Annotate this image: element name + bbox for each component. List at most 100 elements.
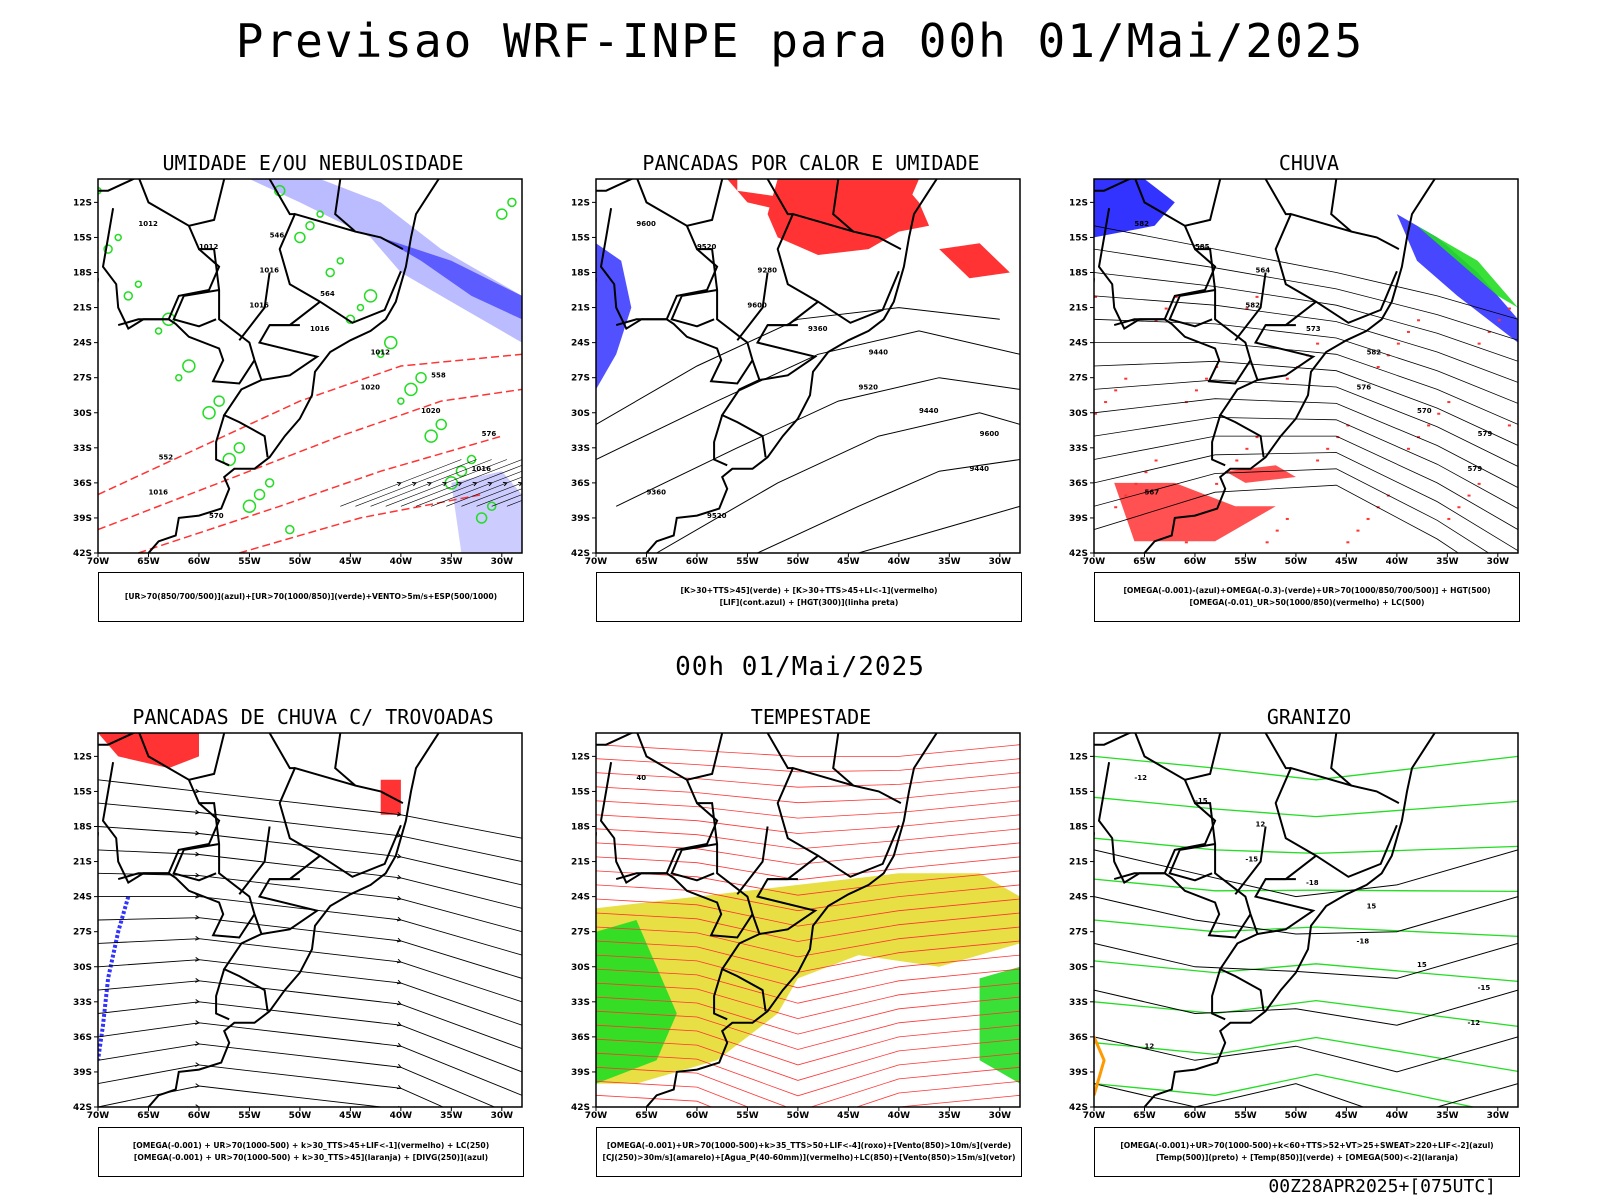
lat-label: 21S: [73, 858, 92, 868]
lon-label: 55W: [736, 557, 759, 567]
lat-label: 39S: [1069, 514, 1088, 524]
contour-label: -15: [1195, 797, 1208, 805]
legend-line: [OMEGA(-0.001) + UR>70(1000-500) + k>30_…: [133, 1153, 489, 1162]
lat-label: 21S: [1069, 304, 1088, 314]
lat-label: 12S: [571, 752, 590, 762]
lon-label: 30W: [989, 557, 1012, 567]
lat-label: 18S: [571, 269, 590, 279]
panel-title: TEMPESTADE: [750, 705, 872, 729]
lat-label: 15S: [1069, 787, 1088, 797]
legend-line: [K>30+TTS>45](verde) + [K>30+TTS>45+LI<-…: [680, 586, 938, 595]
contour-label: 1016: [472, 465, 492, 473]
lat-label: 42S: [1069, 1103, 1088, 1113]
lon-label: 50W: [1285, 557, 1308, 567]
lon-label: 35W: [1436, 557, 1459, 567]
lon-label: 55W: [1234, 557, 1257, 567]
lon-label: 35W: [938, 557, 961, 567]
lat-label: 18S: [73, 269, 92, 279]
lon-label: 50W: [787, 557, 810, 567]
lat-label: 42S: [73, 549, 92, 559]
contour-label: 573: [1306, 325, 1321, 333]
lon-label: 70W: [585, 557, 608, 567]
contour-label: 564: [320, 290, 335, 298]
contour-label: 1016: [249, 302, 269, 310]
lon-label: 30W: [491, 1111, 514, 1121]
legend-line: [OMEGA(-0.001)+UR>70(1000-500)+k<60+TTS>…: [1120, 1141, 1494, 1150]
lat-label: 30S: [571, 963, 590, 973]
lon-label: 65W: [635, 557, 658, 567]
lat-label: 24S: [73, 339, 92, 349]
contour-label: 567: [1144, 489, 1159, 497]
lat-label: 27S: [73, 928, 92, 938]
lat-label: 39S: [571, 1068, 590, 1078]
legend-line: [OMEGA(-0.001)-(azul)+OMEGA(-0.3)-(verde…: [1123, 586, 1491, 595]
lat-label: 18S: [571, 823, 590, 833]
lat-label: 24S: [73, 893, 92, 903]
lat-label: 36S: [571, 479, 590, 489]
legend-line: [UR>70(850/700/500)](azul)+[UR>70(1000/8…: [124, 592, 498, 601]
contour-label: 12: [1256, 821, 1266, 829]
contour-label: 9520: [858, 383, 878, 391]
lon-label: 60W: [686, 557, 709, 567]
contour-label: 40: [636, 774, 646, 782]
forecast-time-title: 00h 01/Mai/2025: [675, 652, 925, 682]
contour-label: 579: [1468, 465, 1483, 473]
lon-label: 40W: [888, 1111, 911, 1121]
panel-title: PANCADAS DE CHUVA C/ TROVOADAS: [132, 705, 494, 729]
contour-label: 576: [482, 430, 497, 438]
panel-title: CHUVA: [1278, 151, 1340, 175]
contour-label: 9360: [808, 325, 828, 333]
legend-line: [OMEGA(-0.001) + UR>70(1000-500) + k>30_…: [132, 1141, 490, 1150]
lon-label: 45W: [1335, 557, 1358, 567]
contour-label: 1012: [138, 220, 158, 228]
lat-label: 15S: [571, 233, 590, 243]
legend-line: [LIF](cont.azul) + [HGT(300)](linha pret…: [719, 598, 899, 607]
lon-label: 40W: [1386, 557, 1409, 567]
contour-label: 558: [431, 372, 446, 380]
lon-label: 35W: [1436, 1111, 1459, 1121]
lon-label: 50W: [289, 1111, 312, 1121]
lon-label: 65W: [1133, 557, 1156, 567]
panel-title: PANCADAS POR CALOR E UMIDADE: [642, 151, 980, 175]
lon-label: 65W: [635, 1111, 658, 1121]
contour-label: 564: [1256, 267, 1271, 275]
lon-label: 45W: [837, 557, 860, 567]
contour-label: 15: [1417, 961, 1427, 969]
contour-label: 9440: [869, 348, 889, 356]
contour-label: 9360: [646, 489, 666, 497]
lat-label: 30S: [1069, 963, 1088, 973]
run-timestamp: 00Z28APR2025+[075UTC]: [1268, 1176, 1496, 1197]
lat-label: 36S: [73, 479, 92, 489]
contour-label: -18: [1306, 879, 1319, 887]
contour-label: 1020: [421, 407, 441, 415]
contour-label: 15: [1367, 902, 1377, 910]
lat-label: 33S: [571, 998, 590, 1008]
lon-label: 60W: [686, 1111, 709, 1121]
lon-label: 70W: [585, 1111, 608, 1121]
contour-label: 12: [1144, 1043, 1154, 1051]
contour-label: 585: [1195, 243, 1210, 251]
lat-label: 27S: [571, 374, 590, 384]
contour-label: -15: [1245, 856, 1258, 864]
lon-label: 40W: [1386, 1111, 1409, 1121]
lat-label: 24S: [571, 339, 590, 349]
contour-label: 582: [1134, 220, 1149, 228]
contour-label: 582: [1245, 302, 1260, 310]
lon-label: 35W: [440, 1111, 463, 1121]
lat-label: 39S: [1069, 1068, 1088, 1078]
contour-label: -12: [1134, 774, 1147, 782]
legend-line: [OMEGA(-0.001)+UR>70(1000-500)+k>35_TTS>…: [606, 1141, 1012, 1150]
lat-label: 24S: [1069, 893, 1088, 903]
contour-label: 570: [209, 512, 224, 520]
legend-box: [K>30+TTS>45](verde) + [K>30+TTS>45+LI<-…: [596, 572, 1022, 622]
lat-label: 42S: [1069, 549, 1088, 559]
contour-label: 9440: [970, 465, 990, 473]
contour-label: 9520: [697, 243, 717, 251]
lon-label: 45W: [1335, 1111, 1358, 1121]
lon-label: 50W: [787, 1111, 810, 1121]
contour-label: 9280: [758, 267, 778, 275]
lon-label: 65W: [137, 1111, 160, 1121]
legend-line: [OMEGA(-0.01)_UR>50(1000/850)(vermelho) …: [1189, 598, 1425, 607]
